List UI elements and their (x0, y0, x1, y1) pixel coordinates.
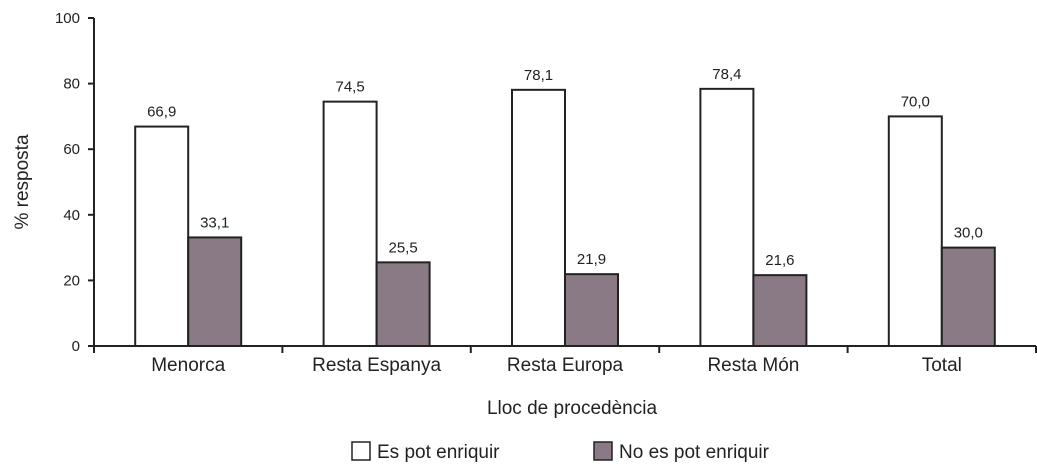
bar-no-es-pot-enriquir (187, 236, 243, 348)
data-label: 66,9 (147, 104, 176, 121)
data-label: 74,5 (335, 79, 364, 96)
axes: 0 20 40 60 80 100 (55, 10, 1037, 355)
bar-no-es-pot-enriquir (375, 261, 431, 347)
x-category-label: Menorca (151, 355, 225, 376)
data-label: 78,1 (524, 67, 553, 84)
legend: Es pot enriquir No es pot enriquir (351, 441, 770, 463)
bar-es-pot-enriquir (134, 125, 190, 348)
data-label: 21,6 (765, 252, 794, 269)
data-label: 70,0 (901, 93, 930, 110)
bars (134, 87, 996, 348)
x-category-label: Resta Espanya (312, 355, 441, 376)
x-category-label: Total (922, 355, 962, 376)
legend-swatch (351, 441, 371, 461)
legend-swatch (593, 441, 613, 461)
bar-es-pot-enriquir (887, 115, 943, 348)
y-tick-label: 0 (72, 338, 80, 355)
x-category-label: Resta Món (707, 355, 799, 376)
y-axis-title: % resposta (12, 134, 33, 229)
x-axis-title: Lloc de procedència (487, 398, 657, 419)
y-tick-label: 60 (63, 141, 80, 158)
y-tick-label: 40 (63, 207, 80, 224)
data-label: 21,9 (577, 251, 606, 268)
data-label: 25,5 (388, 239, 417, 256)
y-tick-label: 100 (55, 10, 80, 27)
legend-label: Es pot enriquir (377, 442, 500, 463)
bar-es-pot-enriquir (322, 100, 378, 347)
bar-es-pot-enriquir (511, 88, 566, 347)
data-label: 33,1 (200, 214, 229, 231)
bar-no-es-pot-enriquir (940, 246, 996, 348)
data-label: 30,0 (954, 225, 983, 242)
x-category-label: Resta Europa (507, 355, 624, 376)
bar-no-es-pot-enriquir (752, 274, 808, 348)
bar-es-pot-enriquir (699, 87, 755, 348)
legend-label: No es pot enriquir (619, 442, 770, 463)
labels: 66,9 33,1 Menorca 74,5 25,5 Resta Espanya 78,1… (147, 66, 983, 376)
y-tick-label: 20 (63, 272, 80, 289)
bar-no-es-pot-enriquir (564, 273, 619, 347)
y-tick-label: 80 (63, 76, 80, 93)
data-label: 78,4 (712, 66, 741, 83)
